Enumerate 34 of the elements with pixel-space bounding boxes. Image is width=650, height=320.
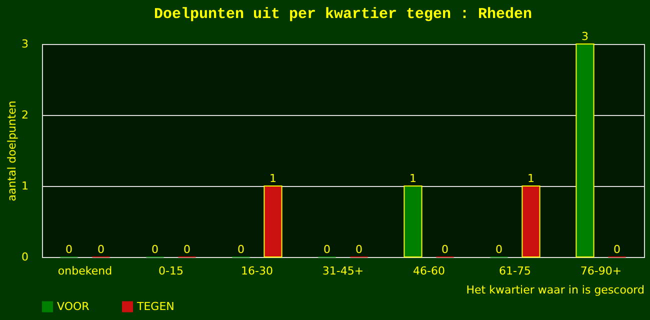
data-label: 0	[442, 243, 448, 256]
x-tick-label: 76-90+	[580, 264, 622, 278]
y-tick-label: 3	[22, 38, 28, 50]
x-tick-label: 16-30	[241, 264, 273, 278]
x-tick-label: 46-60	[413, 264, 445, 278]
bar	[522, 186, 540, 258]
x-tick-label: 31-45+	[322, 264, 364, 278]
legend-label: TEGEN	[136, 300, 174, 313]
y-tick-label: 0	[22, 250, 28, 264]
x-tick-label: 61-75	[499, 264, 531, 278]
data-label: 0	[238, 243, 244, 256]
data-label: 0	[98, 243, 104, 256]
data-label: 0	[66, 243, 72, 256]
data-label: 0	[356, 243, 362, 256]
bar	[264, 186, 282, 258]
bar	[576, 44, 594, 258]
data-label: 1	[410, 172, 416, 185]
data-label: 1	[270, 172, 276, 185]
x-axis-title: Het kwartier waar in is gescoord	[466, 284, 644, 296]
chart-title: Doelpunten uit per kwartier tegen : Rheden	[154, 6, 532, 23]
data-label: 3	[582, 30, 588, 43]
y-tick-label: 2	[22, 108, 28, 122]
data-label: 0	[324, 243, 330, 256]
x-tick-label: onbekend	[58, 264, 112, 278]
y-axis-title: aantal doelpunten	[6, 100, 18, 202]
y-tick-label: 1	[22, 180, 28, 192]
data-label: 0	[614, 243, 620, 256]
data-label: 0	[184, 243, 190, 256]
x-tick-label: 0-15	[158, 264, 184, 278]
data-label: 0	[496, 243, 502, 256]
legend-label: VOOR	[57, 300, 90, 313]
data-label: 1	[528, 172, 534, 185]
data-label: 0	[152, 243, 158, 256]
bar	[404, 186, 422, 258]
